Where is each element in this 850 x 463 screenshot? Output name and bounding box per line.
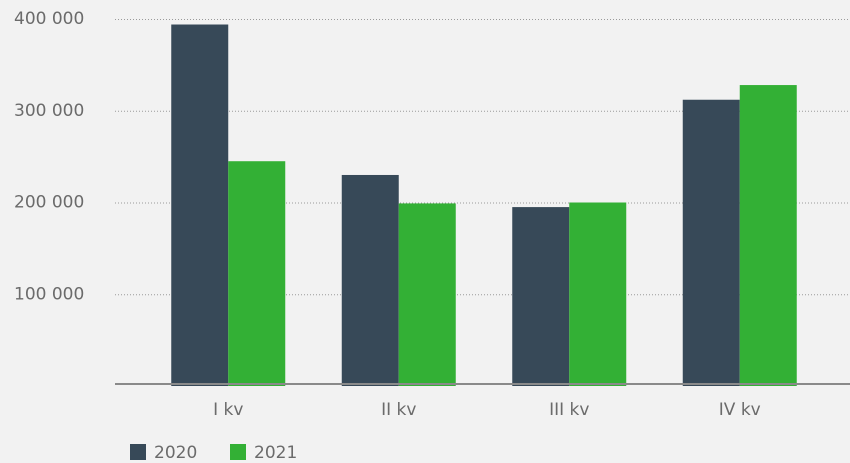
y-tick-label: 100 000	[14, 284, 84, 304]
bar	[171, 24, 229, 386]
x-tick-label: IV kv	[719, 400, 761, 420]
bar	[682, 99, 740, 387]
bar	[569, 202, 627, 386]
legend-swatch	[230, 444, 246, 460]
x-tick-label: II kv	[381, 400, 416, 420]
bar	[398, 203, 456, 386]
bar	[739, 85, 797, 386]
bar	[512, 207, 570, 386]
bar	[228, 161, 286, 386]
bar	[341, 174, 399, 386]
legend-swatch	[130, 444, 146, 460]
y-tick-label: 300 000	[14, 101, 84, 121]
y-tick-label: 400 000	[14, 9, 84, 29]
y-tick-label: 200 000	[14, 193, 84, 213]
legend-label: 2021	[254, 443, 297, 463]
x-tick-label: III kv	[549, 400, 589, 420]
x-tick-label: I kv	[213, 400, 243, 420]
legend-label: 2020	[154, 443, 197, 463]
